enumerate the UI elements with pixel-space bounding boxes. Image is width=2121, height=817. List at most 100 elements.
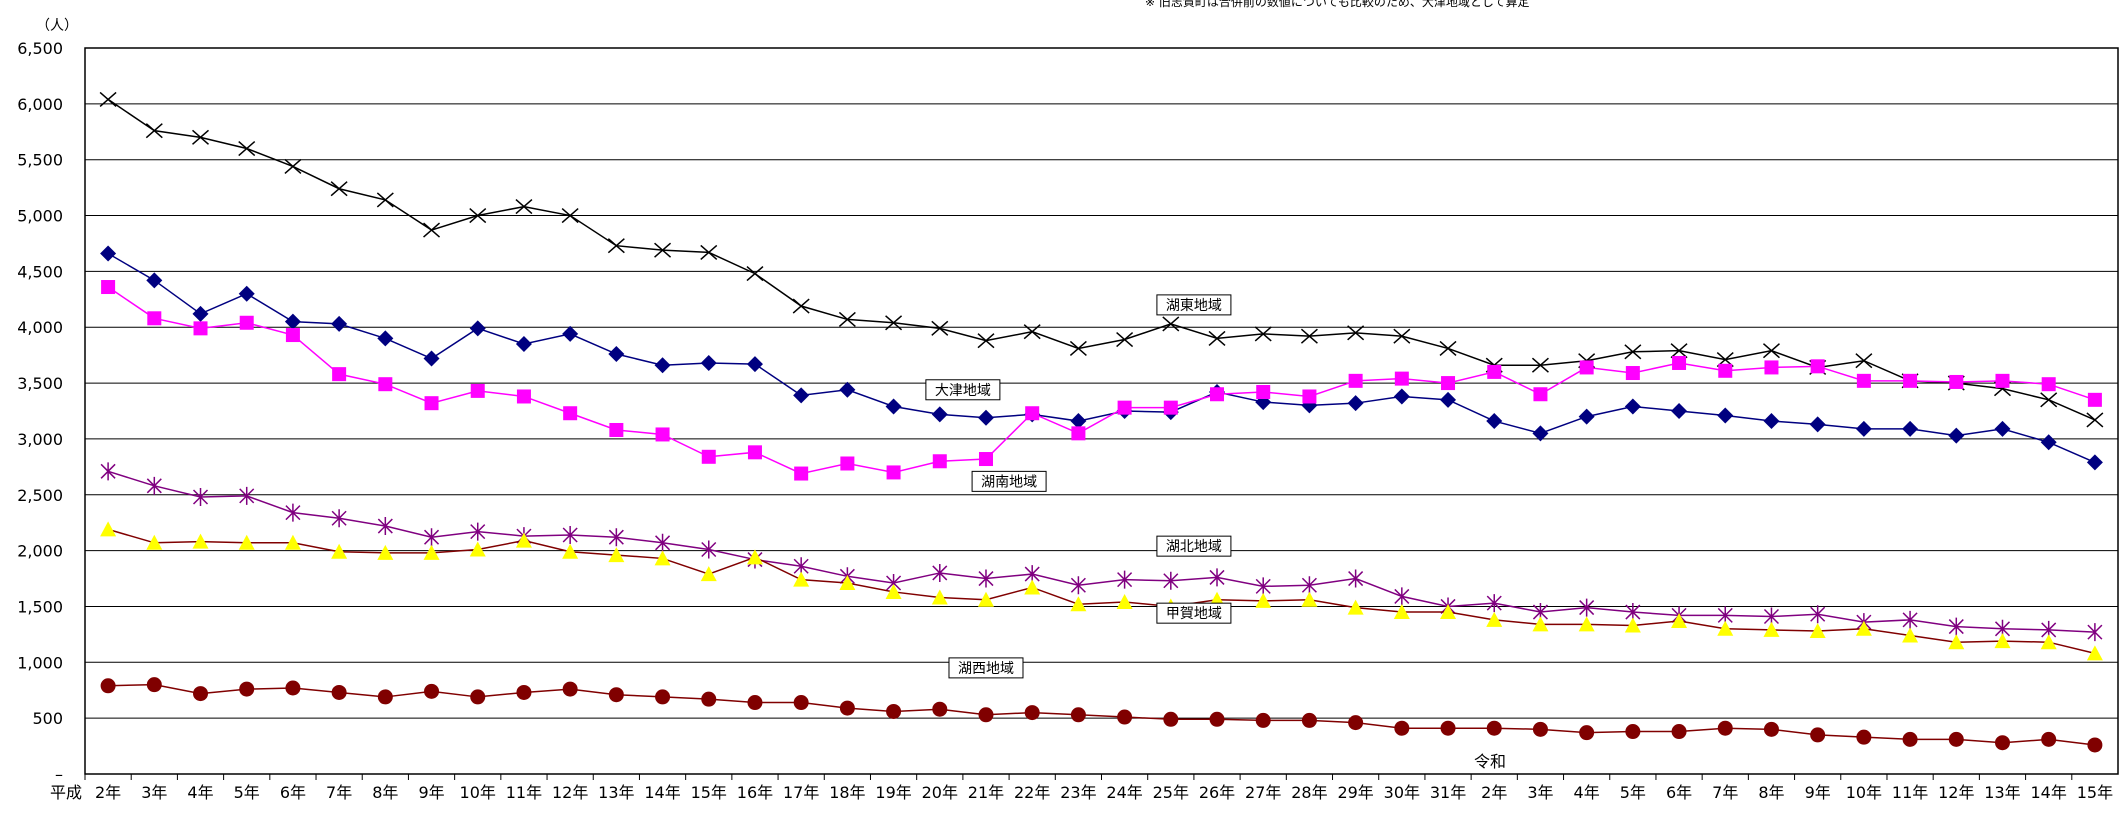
data-point	[1903, 373, 1918, 388]
data-point	[100, 521, 117, 537]
data-point	[2040, 392, 2058, 408]
data-point	[516, 389, 531, 404]
data-point	[1440, 720, 1456, 736]
data-point	[1949, 374, 1964, 389]
data-point	[654, 242, 672, 258]
annotation-box	[1156, 535, 1232, 557]
x-tick-label: 30年	[1384, 783, 1420, 802]
data-point	[608, 687, 624, 703]
data-point	[284, 534, 301, 550]
data-point	[1393, 388, 1410, 405]
data-point	[146, 677, 162, 693]
data-point	[1393, 328, 1411, 344]
y-tick-label: 5,000	[17, 207, 63, 226]
data-point	[2087, 392, 2102, 407]
data-point	[1486, 413, 1503, 430]
data-point	[1763, 721, 1779, 737]
data-point	[2041, 731, 2057, 747]
data-point	[1208, 330, 1226, 346]
data-point	[931, 320, 949, 336]
data-point	[1855, 420, 1872, 437]
data-point	[1902, 420, 1919, 437]
x-tick-label: 10年	[1846, 783, 1882, 802]
data-point	[885, 398, 902, 415]
data-point	[377, 544, 394, 560]
data-point	[1024, 705, 1040, 721]
data-point	[1070, 707, 1086, 723]
data-point	[793, 571, 810, 587]
x-tick-label: 10年	[460, 783, 496, 802]
data-point	[1855, 353, 1873, 369]
annotation-box	[925, 379, 1001, 401]
y-tick-label: 1,500	[17, 597, 63, 616]
y-unit-label: （人）	[36, 18, 78, 34]
data-point	[931, 589, 948, 605]
y-tick-label: –	[55, 765, 63, 784]
data-point	[1855, 620, 1872, 636]
data-point	[423, 544, 440, 560]
data-point	[331, 543, 348, 559]
data-point	[1624, 344, 1642, 360]
x-tick-label: 28年	[1291, 783, 1327, 802]
data-point	[1163, 571, 1179, 590]
data-point	[1532, 721, 1548, 737]
data-point	[1578, 616, 1595, 632]
data-point	[423, 222, 441, 238]
x-tick-label: 25年	[1153, 783, 1189, 802]
y-tick-layer: – 500 1,000 1,500 2,000 2,500 3,000 3,500 4,000 4…	[17, 39, 63, 784]
data-point	[284, 313, 301, 330]
x-tick-label: 9年	[1805, 783, 1831, 802]
data-point	[886, 465, 901, 480]
data-point	[654, 357, 671, 374]
data-point	[655, 427, 670, 442]
data-point	[1300, 328, 1318, 344]
x-tick-label: 5年	[234, 783, 260, 802]
data-point	[1994, 633, 2011, 649]
x-tick-label: 11年	[1892, 783, 1928, 802]
data-point	[1579, 360, 1594, 375]
x-tick-label: 6年	[280, 783, 306, 802]
data-point	[978, 569, 994, 588]
data-point	[1302, 389, 1317, 404]
data-point	[331, 509, 347, 528]
data-point	[424, 683, 440, 699]
data-point	[794, 466, 809, 481]
data-point	[1394, 720, 1410, 736]
x-tick-label: 24年	[1106, 783, 1142, 802]
data-point	[284, 158, 302, 174]
data-point	[1672, 355, 1687, 370]
x-tick-label: 19年	[875, 783, 911, 802]
x-tick-label: 22年	[1014, 783, 1050, 802]
data-point	[1764, 360, 1779, 375]
data-point	[376, 192, 394, 208]
data-point	[146, 476, 162, 495]
y-tick-label: 3,500	[17, 374, 63, 393]
data-point	[1348, 569, 1364, 588]
data-point	[609, 422, 624, 437]
era-label-heisei: 平成	[50, 783, 82, 802]
data-point	[238, 285, 255, 302]
data-point	[793, 695, 809, 711]
data-point	[746, 356, 763, 373]
data-point	[932, 454, 947, 469]
data-point	[147, 311, 162, 326]
data-point	[1440, 604, 1457, 620]
x-tick-label: 2年	[1481, 783, 1507, 802]
data-point	[1394, 371, 1409, 386]
data-point	[700, 566, 717, 582]
x-tick-label: 7年	[326, 783, 352, 802]
data-point	[1579, 725, 1595, 741]
annotation-label: 湖西地域	[958, 661, 1014, 677]
data-point	[146, 272, 163, 289]
data-point	[1624, 398, 1641, 415]
data-point	[377, 330, 394, 347]
data-point	[424, 528, 440, 547]
data-point	[608, 346, 625, 363]
x-tick-label: 27年	[1245, 783, 1281, 802]
x-tick-label: 20年	[922, 783, 958, 802]
data-point	[1255, 577, 1271, 596]
data-point	[1301, 576, 1317, 595]
data-point	[423, 350, 440, 367]
data-point	[1902, 610, 1918, 629]
data-point	[700, 244, 718, 260]
